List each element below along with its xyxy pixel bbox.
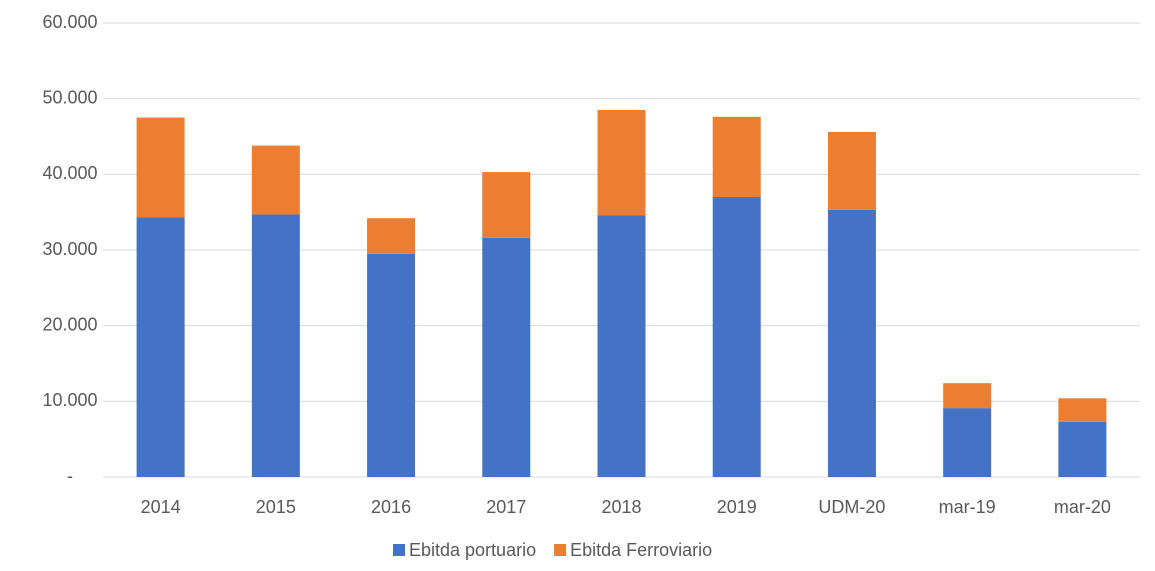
bar-segment	[712, 116, 761, 198]
y-tick-label: 20.000	[42, 314, 97, 334]
bar-segment	[251, 145, 300, 215]
x-tick-label: 2015	[256, 497, 296, 517]
bar-segment	[367, 218, 416, 254]
y-tick-label: 40.000	[42, 163, 97, 183]
bar-segment	[597, 215, 646, 477]
bar-segment	[712, 197, 761, 478]
x-tick-label: mar-19	[939, 497, 996, 517]
legend-label: Ebitda Ferroviario	[570, 540, 712, 560]
bar-segment	[827, 131, 876, 210]
y-tick-label: 60.000	[42, 12, 97, 32]
bar-segment	[136, 217, 185, 478]
bar-segment	[482, 172, 531, 238]
y-tick-label: 10.000	[42, 390, 97, 410]
legend-label: Ebitda portuario	[409, 540, 536, 560]
x-tick-label: 2016	[371, 497, 411, 517]
x-tick-label: 2014	[141, 497, 181, 517]
x-tick-label: 2017	[486, 497, 526, 517]
y-tick-label: 50.000	[42, 87, 97, 107]
bar-segment	[251, 214, 300, 478]
bar-segment	[1058, 421, 1107, 477]
legend-swatch	[393, 544, 405, 556]
bar-segment	[1058, 398, 1107, 422]
legend-swatch	[554, 544, 567, 556]
x-tick-label: UDM-20	[818, 497, 885, 517]
bar-segment	[827, 209, 876, 477]
y-tick-label: 30.000	[42, 239, 97, 259]
x-tick-label: 2019	[717, 497, 757, 517]
x-tick-label: 2018	[601, 497, 641, 517]
bar-segment	[136, 117, 185, 218]
bar-segment	[943, 383, 992, 409]
y-tick-label: -	[67, 466, 73, 486]
x-tick-label: mar-20	[1054, 497, 1111, 517]
bar-segment	[597, 110, 646, 216]
bar-segment	[482, 237, 531, 477]
bar-segment	[367, 253, 416, 477]
bar-segment	[943, 408, 992, 477]
